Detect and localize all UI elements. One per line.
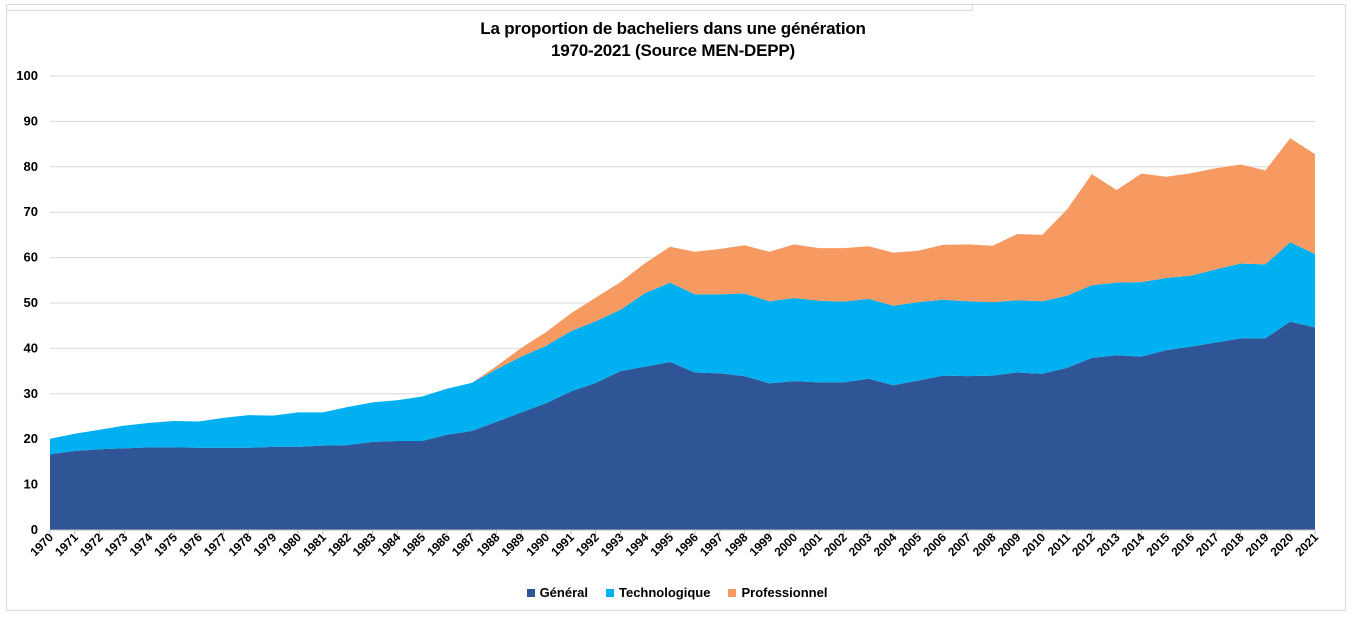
x-tick-label: 1987 [449,530,478,559]
x-tick-label: 1975 [151,530,180,559]
x-tick-label: 1984 [375,530,404,559]
x-tick-label: 1982 [325,530,354,559]
x-tick-label: 2009 [995,530,1024,559]
x-tick-label: 1977 [201,530,230,559]
y-tick-labels: 0 10 20 30 40 50 60 70 80 90 100 [16,68,38,537]
x-tick-label: 2006 [920,530,949,559]
x-tick-label: 1993 [598,530,627,559]
x-tick-label: 2005 [895,530,924,559]
x-tick-label: 1986 [424,530,453,559]
x-tick-labels: 1970197119721973197419751976197719781979… [27,530,1321,559]
x-tick-label: 1972 [77,530,106,559]
legend-label: Général [539,585,588,600]
legend-label: Professionnel [741,585,828,600]
x-tick-label: 2021 [1292,530,1321,559]
x-tick-label: 1991 [548,530,577,559]
x-tick-label: 2016 [1168,530,1197,559]
x-tick-label: 1988 [474,530,503,559]
x-tick-label: 2003 [846,530,875,559]
x-tick-label: 2010 [1019,530,1048,559]
x-tick-label: 1981 [300,530,329,559]
x-tick-label: 1973 [102,530,131,559]
x-tick-label: 2020 [1268,530,1297,559]
legend-swatch [605,588,614,597]
y-tick-label: 20 [24,431,38,446]
series-area-professionnel [50,138,1315,439]
x-tick-label: 2007 [945,530,974,559]
x-tick-label: 2001 [796,530,825,559]
x-tick-label: 1996 [672,530,701,559]
x-tick-label: 1997 [697,530,726,559]
x-tick-label: 1994 [623,530,652,559]
x-tick-label: 2012 [1069,530,1098,559]
legend: Général Technologique Professionnel [0,585,1354,600]
x-tick-label: 1990 [523,530,552,559]
x-tick-label: 1971 [52,530,81,559]
y-tick-label: 90 [24,113,38,128]
overlay-frame-edge [7,5,973,11]
series-area-general [50,321,1315,530]
x-tick-label: 1976 [176,530,205,559]
y-tick-label: 40 [24,340,38,355]
x-tick-label: 1983 [350,530,379,559]
x-tick-label: 1985 [399,530,428,559]
x-tick-label: 2000 [771,530,800,559]
x-tick-label: 1974 [127,530,156,559]
legend-item: Professionnel [728,585,827,600]
legend-item: Technologique [605,585,711,600]
x-tick-label: 1978 [226,530,255,559]
legend-swatch [728,588,737,597]
x-tick-label: 2002 [821,530,850,559]
y-tick-label: 100 [16,68,38,83]
chart-title-line1: La proportion de bacheliers dans une gén… [480,19,866,38]
y-tick-label: 80 [24,159,38,174]
x-tick-label: 2008 [970,530,999,559]
x-tick-label: 1992 [573,530,602,559]
x-tick-label: 2018 [1218,530,1247,559]
x-tick-label: 2015 [1144,530,1173,559]
y-tick-label: 30 [24,386,38,401]
x-tick-label: 2019 [1243,530,1272,559]
series-areas [50,138,1315,530]
x-tick-label: 2011 [1045,530,1074,559]
y-tick-label: 60 [24,250,38,265]
series-area-technologique [50,242,1315,455]
x-tick-label: 1998 [722,530,751,559]
chart-title-line2: 1970-2021 (Source MEN-DEPP) [550,41,796,60]
x-tick-label: 2014 [1119,530,1148,559]
chart-frame [6,4,1346,611]
x-tick-label: 1980 [275,530,304,559]
chart-title: La proportion de bacheliers dans une gén… [0,18,1346,62]
axes [49,529,1316,535]
x-tick-label: 1995 [647,530,676,559]
x-tick-label: 2013 [1094,530,1123,559]
legend-item: Général [526,585,588,600]
x-tick-label: 2004 [871,530,900,559]
x-tick-label: 1979 [251,530,280,559]
y-tick-label: 70 [24,204,38,219]
legend-label: Technologique [618,585,711,600]
legend-swatch [526,588,535,597]
x-tick-label: 2017 [1193,530,1222,559]
y-tick-label: 10 [24,477,38,492]
x-tick-label: 1999 [747,530,776,559]
y-tick-label: 50 [24,295,38,310]
x-tick-label: 1989 [499,530,528,559]
y-tick-label: 0 [31,522,38,537]
